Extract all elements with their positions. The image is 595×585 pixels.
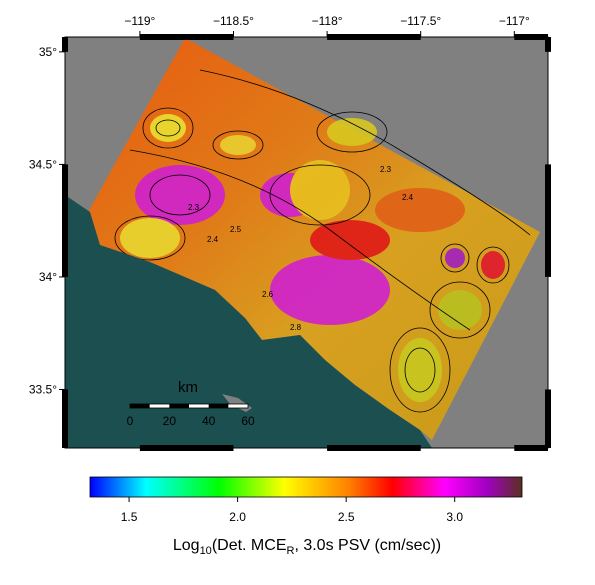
- scale-bar-label: 20: [163, 414, 177, 428]
- y-tick-label: 35°: [39, 45, 57, 59]
- x-tick-label: −118°: [312, 14, 343, 28]
- frame-bar: [545, 164, 551, 277]
- y-tick-label: 33.5°: [29, 382, 57, 396]
- colorbar-tick-label: 1.5: [121, 510, 138, 524]
- frame-bar: [545, 389, 551, 448]
- colorbar-label: Log10(Det. MCER, 3.0s PSV (cm/sec)): [173, 537, 441, 557]
- colorbar-tick-label: 3.0: [446, 510, 463, 524]
- frame-bar: [545, 37, 551, 52]
- scale-bar-label: 40: [202, 414, 216, 428]
- scale-bar-label: 0: [127, 414, 134, 428]
- frame-bar: [514, 34, 548, 40]
- scale-bar-segment: [169, 404, 189, 408]
- frame-bar: [514, 445, 548, 451]
- colorbar-tick-label: 2.0: [229, 510, 246, 524]
- x-tick-label: −117.5°: [400, 14, 441, 28]
- scale-bar: km 0 20 40 60: [127, 379, 255, 428]
- map-area: [65, 37, 548, 448]
- frame-bar: [139, 445, 234, 451]
- frame-bar: [327, 445, 421, 451]
- scale-bar-segment: [130, 404, 150, 408]
- ocean: [65, 195, 432, 448]
- label-sub: 10: [200, 545, 212, 557]
- contour-label: 2.6: [262, 290, 274, 299]
- scale-bar-title: km: [178, 379, 198, 396]
- contour-label: 2.3: [380, 165, 392, 174]
- frame-bar: [62, 389, 68, 448]
- x-tick-label: −118.5°: [213, 14, 254, 28]
- y-tick-label: 34°: [39, 270, 57, 284]
- scale-bar-segment: [208, 404, 229, 408]
- frame-bar: [62, 37, 68, 52]
- colorbar: [89, 476, 523, 498]
- scale-bar-label: 60: [241, 414, 255, 428]
- frame-bar: [139, 34, 234, 40]
- label-part: (Det. MCE: [212, 537, 287, 554]
- x-tick-label: −117°: [499, 14, 530, 28]
- label-part: , 3.0s PSV (cm/sec)): [294, 537, 441, 554]
- contour-label: 2.3: [188, 203, 200, 212]
- hazard-zones: [120, 114, 505, 402]
- label-sub: R: [286, 545, 294, 557]
- colorbar-tick-label: 2.5: [338, 510, 355, 524]
- y-tick-label: 34.5°: [29, 157, 57, 171]
- contour-label: 2.5: [230, 225, 242, 234]
- frame-bar: [327, 34, 421, 40]
- frame-bar: [62, 164, 68, 277]
- x-tick-label: −119°: [124, 14, 155, 28]
- contour-label: 2.8: [290, 323, 302, 332]
- contours: [114, 69, 531, 413]
- contour-label: 2.4: [402, 193, 414, 202]
- label-part: Log: [173, 537, 200, 554]
- contour-label: 2.4: [207, 235, 219, 244]
